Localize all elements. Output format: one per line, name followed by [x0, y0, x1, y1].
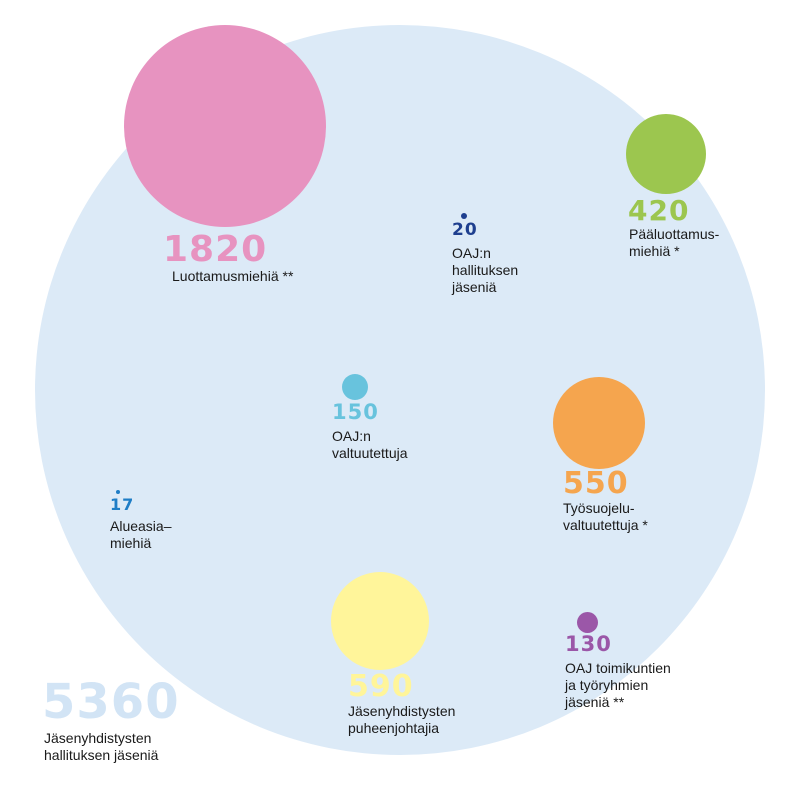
luottamusmiehet-value: 1820 [163, 229, 268, 270]
tyosuojeluvaltuutetut-label: Työsuojelu- valtuutettuja * [563, 500, 648, 533]
paaluottamusmiehet-bubble [626, 114, 706, 194]
oaj-valtuutetut-bubble [342, 374, 368, 400]
alueasiamiehet-value: 17 [110, 495, 135, 514]
total-value: 5360 [42, 674, 180, 730]
puheenjohtajat-label: Jäsenyhdistysten puheenjohtajia [348, 703, 456, 736]
oaj-hallitus-label: OAJ:n hallituksen jäseniä [452, 245, 519, 295]
oaj-valtuutetut-value: 150 [332, 400, 379, 424]
tyosuojeluvaltuutetut-value: 550 [563, 466, 629, 501]
total-label: Jäsenyhdistysten hallituksen jäseniä [44, 730, 159, 763]
paaluottamusmiehet-value: 420 [628, 194, 690, 227]
luottamusmiehet-bubble [124, 25, 326, 227]
paaluottamusmiehet-label: Pääluottamus- miehiä * [629, 226, 720, 259]
alueasiamiehet-label: Alueasia– miehiä [110, 518, 172, 551]
puheenjohtajat-bubble [331, 572, 429, 670]
toimikunnat-value: 130 [565, 632, 612, 656]
oaj-hallitus-value: 20 [452, 220, 478, 240]
luottamusmiehet-label: Luottamusmiehiä ** [172, 268, 294, 284]
oaj-hallitus-bubble [461, 213, 467, 219]
oaj-valtuutetut-label: OAJ:n valtuutettuja [332, 428, 408, 461]
toimikunnat-label: OAJ toimikuntien ja työryhmien jäseniä *… [565, 660, 671, 710]
tyosuojeluvaltuutetut-bubble [553, 377, 645, 469]
puheenjohtajat-value: 590 [348, 669, 414, 704]
toimikunnat-bubble [577, 612, 598, 633]
alueasiamiehet-bubble [116, 490, 120, 494]
